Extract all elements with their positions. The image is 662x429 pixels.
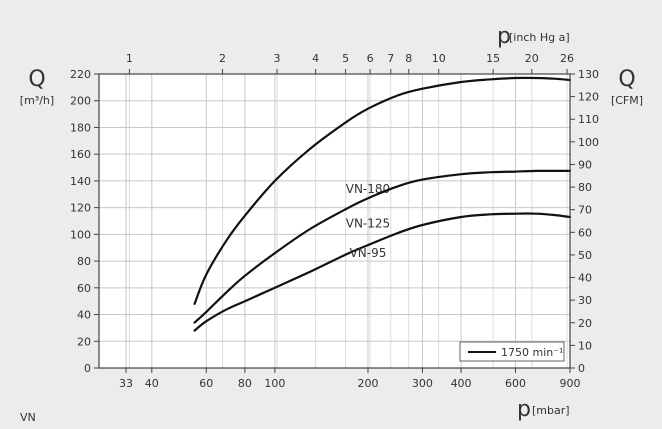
y-left-tick-label: 20 (77, 335, 91, 348)
legend: 1750 min⁻¹ (459, 341, 565, 362)
y-right-tick-label: 0 (578, 362, 585, 375)
plot-frame (98, 73, 571, 369)
y-right-tick-label: 80 (578, 181, 592, 194)
y-left-tick-label: 120 (70, 202, 91, 215)
y-right-tick-label: 100 (578, 136, 599, 149)
y-left-tick-label: 220 (70, 68, 91, 81)
x-bottom-tick-label: 300 (412, 377, 433, 390)
y-left-tick-label: 60 (77, 282, 91, 295)
x-bottom-tick-label: 40 (145, 377, 159, 390)
y-left-tick-label: 40 (77, 309, 91, 322)
series-line-vn-125 (193, 169, 572, 324)
x-bottom-tick-label: 100 (264, 377, 285, 390)
x-bottom-tick-label: 900 (560, 377, 581, 390)
y-right-tick-label: 70 (578, 204, 592, 217)
y-right-symbol: Q (618, 67, 635, 92)
x-bottom-unit: [mbar] (532, 404, 570, 417)
y-right-tick-label: 110 (578, 113, 599, 126)
x-top-tick-label: 7 (387, 52, 394, 65)
y-left-tick-label: 100 (70, 228, 91, 241)
x-top-tick-label: 10 (432, 52, 446, 65)
y-right-tick-label: 60 (578, 226, 592, 239)
x-top-tick-label: 5 (342, 52, 349, 65)
x-top-symbol: p (497, 24, 511, 49)
y-right-tick-label: 10 (578, 339, 592, 352)
x-bottom-symbol: p (517, 397, 531, 422)
x-bottom-tick-label: 600 (505, 377, 526, 390)
plot-area (99, 74, 570, 368)
series-label-vn-95: VN-95 (350, 246, 387, 260)
x-top-tick-label: 20 (525, 52, 539, 65)
x-top-tick-label: 4 (312, 52, 319, 65)
x-top-tick-label: 1 (126, 52, 133, 65)
y-right-tick-label: 120 (578, 91, 599, 104)
y-right-tick-label: 40 (578, 272, 592, 285)
x-top-tick-label: 2 (219, 52, 226, 65)
y-left-tick-label: 180 (70, 121, 91, 134)
x-top-tick-label: 3 (273, 52, 280, 65)
x-top-tick-label: 6 (367, 52, 374, 65)
x-bottom-tick-label: 33 (119, 377, 133, 390)
y-left-tick-label: 0 (84, 362, 91, 375)
legend-label: 1750 min⁻¹ (501, 346, 563, 359)
x-top-tick-label: 8 (405, 52, 412, 65)
legend-box (459, 341, 565, 362)
footer-label: VN (20, 411, 36, 424)
series-line-vn-95 (193, 212, 572, 332)
y-left-tick-label: 200 (70, 95, 91, 108)
curves: VN-180 VN-125 VN-95 (193, 76, 572, 332)
x-bottom-tick-label: 80 (238, 377, 252, 390)
x-top-tick-label: 15 (486, 52, 500, 65)
y-right-tick-label: 30 (578, 294, 592, 307)
y-right-tick-label: 20 (578, 317, 592, 330)
series-label-vn-125: VN-125 (346, 217, 390, 231)
y-left-unit: [m³/h] (20, 94, 54, 107)
x-top-tick-label: 26 (560, 52, 574, 65)
y-left-symbol: Q (28, 67, 45, 92)
x-bottom-tick-label: 400 (451, 377, 472, 390)
x-top-unit: [inch Hg a] (509, 31, 570, 44)
series-line-vn-180 (193, 76, 572, 305)
y-right-tick-label: 90 (578, 158, 592, 171)
series-label-vn-180: VN-180 (346, 182, 390, 196)
y-right-tick-label: 50 (578, 249, 592, 262)
y-left-tick-label: 160 (70, 148, 91, 161)
y-left-tick-label: 80 (77, 255, 91, 268)
y-right-unit: [CFM] (611, 94, 643, 107)
y-right-tick-label: 130 (578, 68, 599, 81)
x-bottom-tick-label: 60 (199, 377, 213, 390)
y-left-tick-label: 140 (70, 175, 91, 188)
x-bottom-tick-label: 200 (357, 377, 378, 390)
